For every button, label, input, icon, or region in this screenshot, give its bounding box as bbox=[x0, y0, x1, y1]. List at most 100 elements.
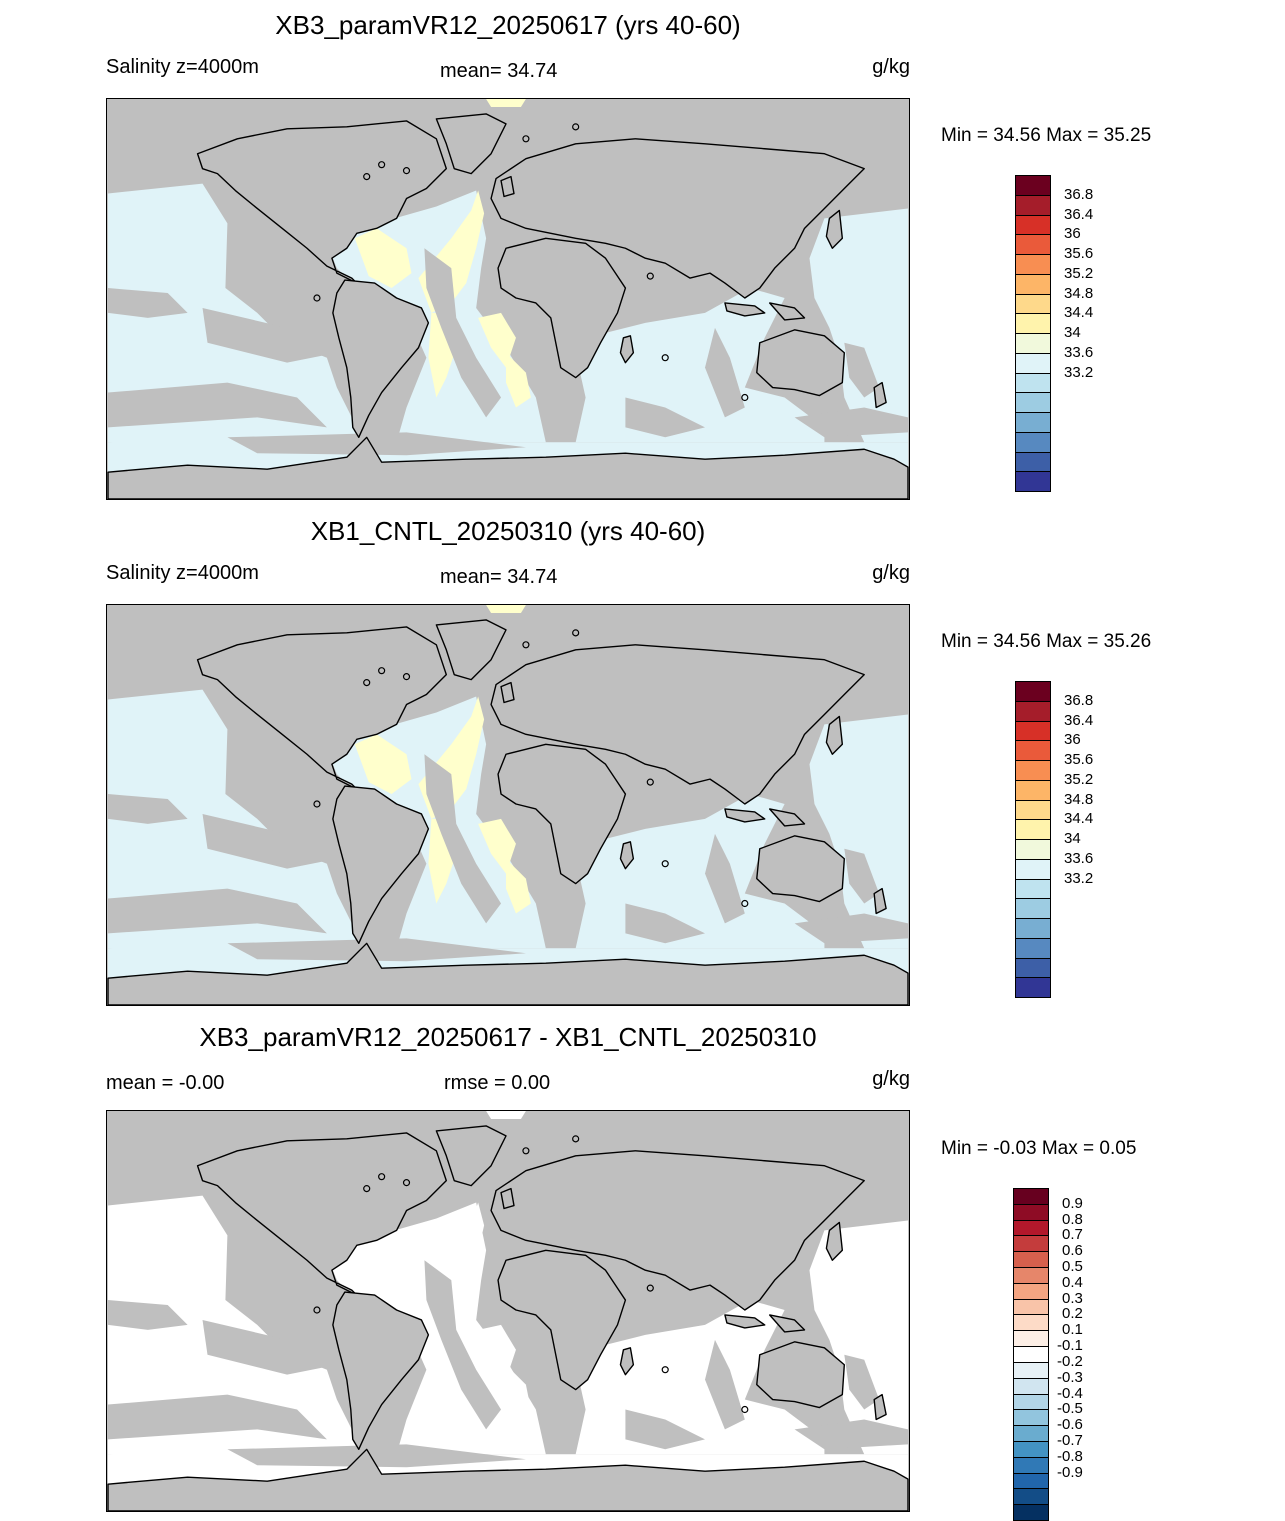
colorbar-swatch bbox=[1013, 1282, 1049, 1300]
difference-map bbox=[106, 1110, 910, 1512]
colorbar-label: 36.8 bbox=[1064, 185, 1094, 203]
colorbar-swatch bbox=[1013, 1298, 1049, 1316]
colorbar-swatch bbox=[1013, 1235, 1049, 1253]
colorbar-label: 34.4 bbox=[1064, 810, 1094, 828]
colorbar-label: 0.8 bbox=[1062, 1210, 1083, 1228]
panel-title: XB1_CNTL_20250310 (yrs 40-60) bbox=[310, 516, 706, 546]
colorbar-swatch bbox=[1015, 937, 1051, 959]
colorbar-label: -0.1 bbox=[1057, 1337, 1083, 1355]
colorbar-label: 34.8 bbox=[1064, 284, 1094, 302]
panel-title: XB3_paramVR12_20250617 - XB1_CNTL_202503… bbox=[199, 1022, 817, 1052]
colorbar-swatch bbox=[1015, 858, 1051, 880]
mean-label: mean = -0.00 bbox=[106, 1072, 225, 1094]
ridge-mask bbox=[108, 248, 908, 456]
mean-label: mean= 34.74 bbox=[440, 566, 558, 588]
colorbar-label: 33.6 bbox=[1064, 849, 1094, 867]
colorbar-swatch bbox=[1013, 1314, 1049, 1332]
variable-label: Salinity z=4000m bbox=[106, 56, 259, 78]
colorbar-swatch bbox=[1013, 1219, 1049, 1237]
min-max-label: Min = 34.56 Max = 35.25 bbox=[941, 125, 1152, 146]
ridge-mask bbox=[108, 1260, 908, 1468]
colorbar-swatch bbox=[1013, 1393, 1049, 1411]
colorbar-label: 0.5 bbox=[1062, 1258, 1083, 1276]
colorbar-swatch bbox=[1015, 431, 1051, 453]
colorbar-label: 35.2 bbox=[1064, 264, 1094, 282]
salinity-map bbox=[106, 98, 910, 500]
mean-label: mean= 34.74 bbox=[440, 60, 558, 82]
map-svg bbox=[107, 99, 909, 499]
colorbar-swatch bbox=[1015, 254, 1051, 275]
colorbar-swatch bbox=[1013, 1346, 1049, 1363]
colorbar-swatch bbox=[1015, 700, 1051, 722]
colorbar-label: -0.8 bbox=[1057, 1447, 1083, 1465]
colorbar-label: 36.4 bbox=[1064, 205, 1094, 223]
colorbar-swatch bbox=[1013, 1251, 1049, 1269]
colorbar-swatch bbox=[1013, 1488, 1049, 1506]
colorbar-swatch bbox=[1015, 273, 1051, 295]
colorbar-swatch bbox=[1015, 799, 1051, 821]
colorbar-label: 33.2 bbox=[1064, 363, 1094, 381]
colorbar-label: -0.3 bbox=[1057, 1368, 1083, 1386]
colorbar-swatch bbox=[1013, 1472, 1049, 1490]
panel-title: XB3_paramVR12_20250617 (yrs 40-60) bbox=[275, 10, 741, 40]
colorbar-swatch bbox=[1015, 760, 1051, 781]
colorbar-swatch bbox=[1013, 1188, 1049, 1205]
colorbar-label: 36.8 bbox=[1064, 691, 1094, 709]
colorbar-swatch bbox=[1015, 214, 1051, 236]
colorbar-swatch bbox=[1013, 1409, 1049, 1427]
colorbar-label: 35.6 bbox=[1064, 245, 1094, 262]
colorbar-swatch bbox=[1013, 1425, 1049, 1442]
colorbar-label: 35.2 bbox=[1064, 770, 1094, 788]
colorbar-swatch bbox=[1015, 293, 1051, 315]
colorbar-swatch bbox=[1015, 740, 1051, 761]
colorbar-swatch bbox=[1015, 918, 1051, 939]
colorbar-swatch bbox=[1013, 1377, 1049, 1395]
colorbar-label: 34.8 bbox=[1064, 790, 1094, 808]
colorbar-swatch bbox=[1013, 1330, 1049, 1348]
coastline bbox=[107, 113, 909, 499]
colorbar-swatch bbox=[1015, 333, 1051, 354]
colorbar-label: 36 bbox=[1064, 225, 1081, 243]
colorbar-swatch bbox=[1015, 898, 1051, 919]
colorbar-label: 34 bbox=[1064, 830, 1081, 847]
colorbar-label: 0.4 bbox=[1062, 1273, 1083, 1291]
rmse-label: rmse = 0.00 bbox=[444, 1072, 551, 1094]
colorbar-swatch bbox=[1013, 1361, 1049, 1379]
colorbar-label: 33.2 bbox=[1064, 869, 1094, 887]
map-svg bbox=[107, 1111, 909, 1511]
colorbar-label: 34 bbox=[1064, 324, 1081, 341]
colorbar-label: -0.9 bbox=[1057, 1463, 1083, 1481]
variable-label: Salinity z=4000m bbox=[106, 562, 259, 584]
colorbar-swatch bbox=[1015, 412, 1051, 433]
colorbar-label: 0.6 bbox=[1062, 1242, 1083, 1260]
colorbar-swatch bbox=[1015, 451, 1051, 473]
colorbar-label: 0.7 bbox=[1062, 1226, 1083, 1244]
colorbar-swatch bbox=[1015, 779, 1051, 801]
colorbar-label: 36.4 bbox=[1064, 711, 1094, 729]
colorbar-swatch bbox=[1015, 471, 1051, 492]
ridge-mask bbox=[108, 754, 908, 962]
min-max-label: Min = -0.03 Max = 0.05 bbox=[941, 1138, 1137, 1159]
colorbar-label: -0.4 bbox=[1057, 1384, 1083, 1402]
units-label: g/kg bbox=[872, 56, 910, 78]
colorbar-swatch bbox=[1015, 957, 1051, 979]
colorbar-swatch bbox=[1015, 175, 1051, 196]
colorbar-label: -0.7 bbox=[1057, 1431, 1083, 1449]
colorbar-label: 0.3 bbox=[1062, 1289, 1083, 1307]
colorbar-swatch bbox=[1015, 878, 1051, 900]
colorbar-swatch bbox=[1015, 392, 1051, 413]
coastline bbox=[107, 619, 909, 1005]
colorbar-swatch bbox=[1015, 720, 1051, 742]
units-label: g/kg bbox=[872, 1068, 910, 1090]
colorbar-swatch bbox=[1015, 313, 1051, 334]
colorbar-swatch bbox=[1015, 194, 1051, 216]
colorbar-label: -0.2 bbox=[1057, 1352, 1083, 1370]
colorbar-label: -0.5 bbox=[1057, 1400, 1083, 1418]
colorbar-swatch bbox=[1013, 1440, 1049, 1458]
min-max-label: Min = 34.56 Max = 35.26 bbox=[941, 631, 1152, 652]
salinity-map bbox=[106, 604, 910, 1006]
colorbar-label: 35.6 bbox=[1064, 751, 1094, 768]
colorbar-swatch bbox=[1013, 1504, 1049, 1521]
colorbar-swatch bbox=[1015, 977, 1051, 998]
colorbar-swatch bbox=[1013, 1203, 1049, 1221]
